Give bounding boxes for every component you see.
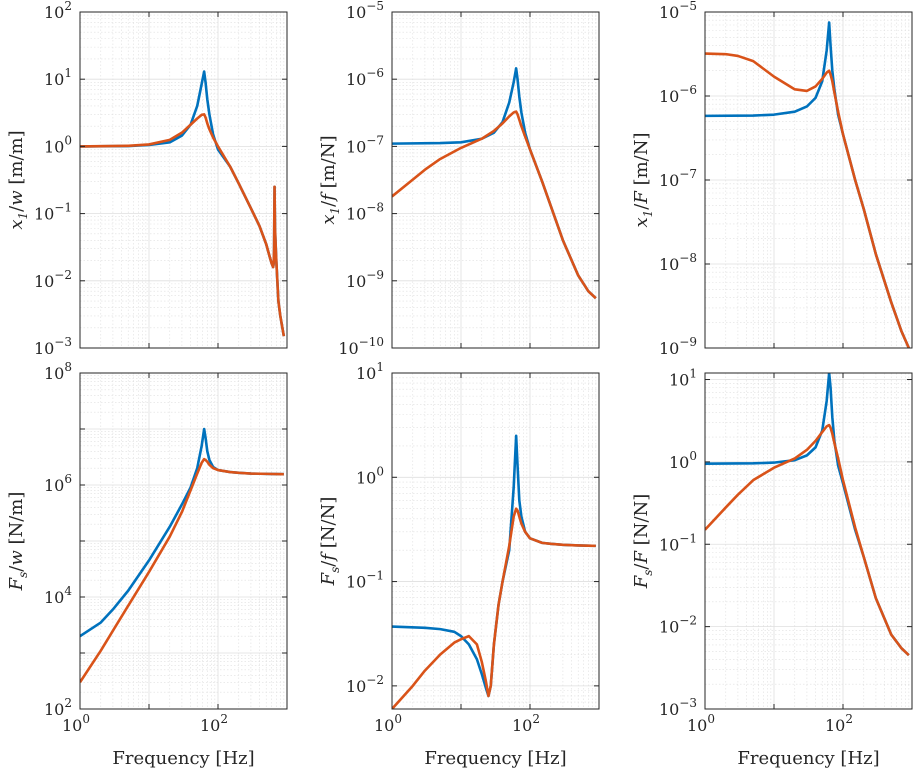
x-tick-label: 102 xyxy=(512,712,540,735)
x-tick-label: 100 xyxy=(687,712,715,735)
y-tick-label: 10−2 xyxy=(346,673,384,696)
y-axis-label: Fs/F [N/N] xyxy=(631,494,655,590)
y-tick-label: 10−7 xyxy=(346,133,384,156)
y-tick-label: 10−1 xyxy=(346,569,384,592)
y-axis-label: x1/F [m/N] xyxy=(631,132,655,227)
panel-3: 10−9 10−8 10−7 10−6 10−5 x1/F [m/N] xyxy=(631,0,913,358)
y-tick-label: 10−1 xyxy=(659,531,697,554)
y-axis-label: x1/w [m/m] xyxy=(6,130,30,229)
panel-1: 10−3 10−2 10−1 100 101 102 x1/w [m/m] xyxy=(6,0,288,358)
y-tick-label: 10−7 xyxy=(659,167,697,190)
y-tick-label: 108 xyxy=(44,360,72,383)
y-axis-label: Fs/w [N/m] xyxy=(6,492,30,592)
y-tick-label: 10−1 xyxy=(34,201,72,224)
series-2-line xyxy=(80,113,286,337)
grid xyxy=(704,373,912,710)
y-tick-label: 10−6 xyxy=(346,66,384,89)
x-axis-label: Frequency [Hz] xyxy=(112,748,254,769)
y-tick-label: 10−5 xyxy=(346,0,384,22)
series-2-line xyxy=(392,110,597,300)
y-tick-label: 101 xyxy=(44,66,72,89)
y-tick-label: 10−6 xyxy=(659,83,697,106)
y-tick-label: 100 xyxy=(44,133,72,156)
y-axis-label: Fs/f [N/N] xyxy=(318,497,342,587)
grid xyxy=(79,12,287,349)
series-2-line xyxy=(392,507,596,709)
y-tick-label: 10−3 xyxy=(34,335,72,358)
y-tick-label: 10−9 xyxy=(346,268,384,291)
grid xyxy=(391,12,599,349)
y-tick-label: 10−8 xyxy=(659,251,697,274)
y-tick-label: 100 xyxy=(669,449,697,472)
y-axis-label: x1/f [m/N] xyxy=(318,135,342,224)
axes-box xyxy=(704,372,913,710)
x-tick-label: 100 xyxy=(374,712,402,735)
y-tick-label: 10−5 xyxy=(659,0,697,22)
y-tick-label: 100 xyxy=(356,464,384,487)
y-tick-label: 10−3 xyxy=(659,696,697,719)
panel-2: 10−10 10−9 10−8 10−7 10−6 10−5 x1/f [m/N] xyxy=(318,0,600,358)
y-tick-label: 102 xyxy=(44,696,72,719)
axes-box xyxy=(79,11,288,349)
y-tick-label: 10−2 xyxy=(659,614,697,637)
y-tick-label: 10−2 xyxy=(34,268,72,291)
x-axis-label: Frequency [Hz] xyxy=(737,748,879,769)
series-1-line xyxy=(392,67,597,300)
axes-box xyxy=(391,372,600,710)
y-tick-label: 104 xyxy=(44,584,72,607)
y-tick-label: 10−9 xyxy=(659,335,697,358)
y-tick-label: 10−8 xyxy=(346,201,384,224)
axes-box xyxy=(391,11,600,349)
panel-6: 10−3 10−2 10−1 100 101 100 102 Frequency [Hz] Fs… xyxy=(631,367,913,769)
series-2-line xyxy=(80,457,284,683)
panel-5: 10−2 10−1 100 101 100 102 Frequency [Hz] Fs/f [… xyxy=(318,360,600,769)
series-2-line xyxy=(705,52,911,348)
y-tick-label: 102 xyxy=(44,0,72,22)
y-tick-label: 10−10 xyxy=(338,335,384,358)
grid xyxy=(79,373,287,710)
series-2-line xyxy=(705,423,910,657)
y-tick-label: 106 xyxy=(44,472,72,495)
y-tick-label: 101 xyxy=(669,367,697,390)
y-tick-label: 101 xyxy=(356,360,384,383)
x-tick-label: 102 xyxy=(200,712,228,735)
x-tick-label: 100 xyxy=(62,712,90,735)
x-tick-label: 102 xyxy=(825,712,853,735)
grid xyxy=(391,373,599,710)
grid xyxy=(704,12,912,349)
x-axis-label: Frequency [Hz] xyxy=(424,748,566,769)
